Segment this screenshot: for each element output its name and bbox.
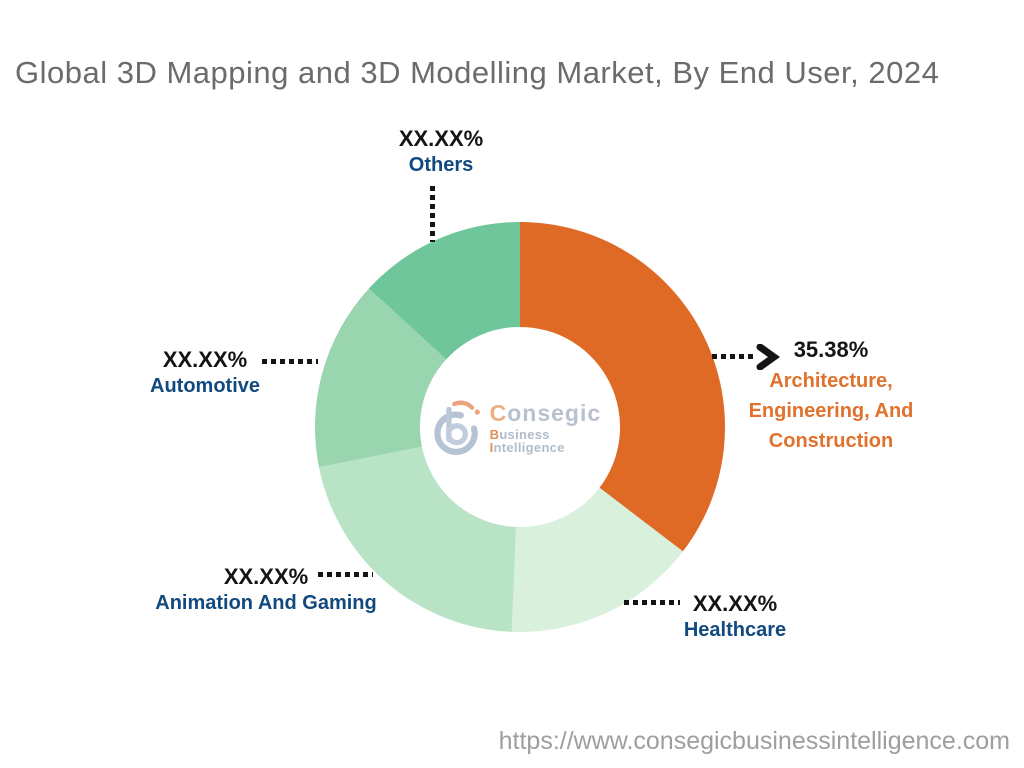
label-healthcare: XX.XX% Healthcare [660,590,810,643]
donut-segment-4 [368,222,520,360]
animation-percent: XX.XX% [223,564,309,589]
arrow-right-icon [756,344,780,370]
aec-percent: 35.38% [793,337,869,362]
aec-name-line2: Engineering, And [748,400,914,422]
consegic-logo-icon [434,400,480,455]
label-aec: 35.38% Architecture, Engineering, And Co… [745,334,917,456]
logo-text: Consegic Business Intelligence [490,402,613,455]
leader-line-animation-gaming [318,572,373,577]
aec-name-line1: Architecture, [769,370,893,392]
others-percent: XX.XX% [398,126,484,151]
logo-brand-rest: onsegic [507,400,602,426]
page-title: Global 3D Mapping and 3D Modelling Marke… [15,55,940,90]
leader-line-automotive [262,359,318,364]
healthcare-percent: XX.XX% [692,591,778,616]
logo-brand: Consegic [490,402,613,425]
donut-segment-3 [315,288,447,468]
donut-svg [315,222,725,632]
others-name: Others [408,153,474,176]
donut-segment-0 [520,222,725,552]
center-logo: Consegic Business Intelligence [433,392,613,464]
leader-line-healthcare [624,600,680,605]
logo-tagline-i: I [489,440,494,455]
label-animation-gaming: XX.XX% Animation And Gaming [152,563,380,616]
aec-name-line3: Construction [768,430,894,452]
leader-line-others [430,186,435,242]
logo-tagline-rest: ntelligence [493,440,565,455]
logo-tagline: Business Intelligence [490,428,613,454]
logo-tagline-b: B [489,427,500,442]
donut-segment-2 [318,446,516,632]
automotive-percent: XX.XX% [162,347,248,372]
animation-name: Animation And Gaming [155,591,377,614]
healthcare-name: Healthcare [683,618,787,641]
logo-brand-initial: C [489,400,508,426]
label-automotive: XX.XX% Automotive [125,346,285,399]
donut-chart [315,222,725,632]
label-others: XX.XX% Others [370,125,512,178]
footer-url: https://www.consegicbusinessintelligence… [498,727,1010,755]
logo-tagline-usiness: usiness [499,427,550,442]
leader-line-aec [712,354,757,359]
automotive-name: Automotive [150,374,260,397]
donut-segment-1 [511,487,683,632]
